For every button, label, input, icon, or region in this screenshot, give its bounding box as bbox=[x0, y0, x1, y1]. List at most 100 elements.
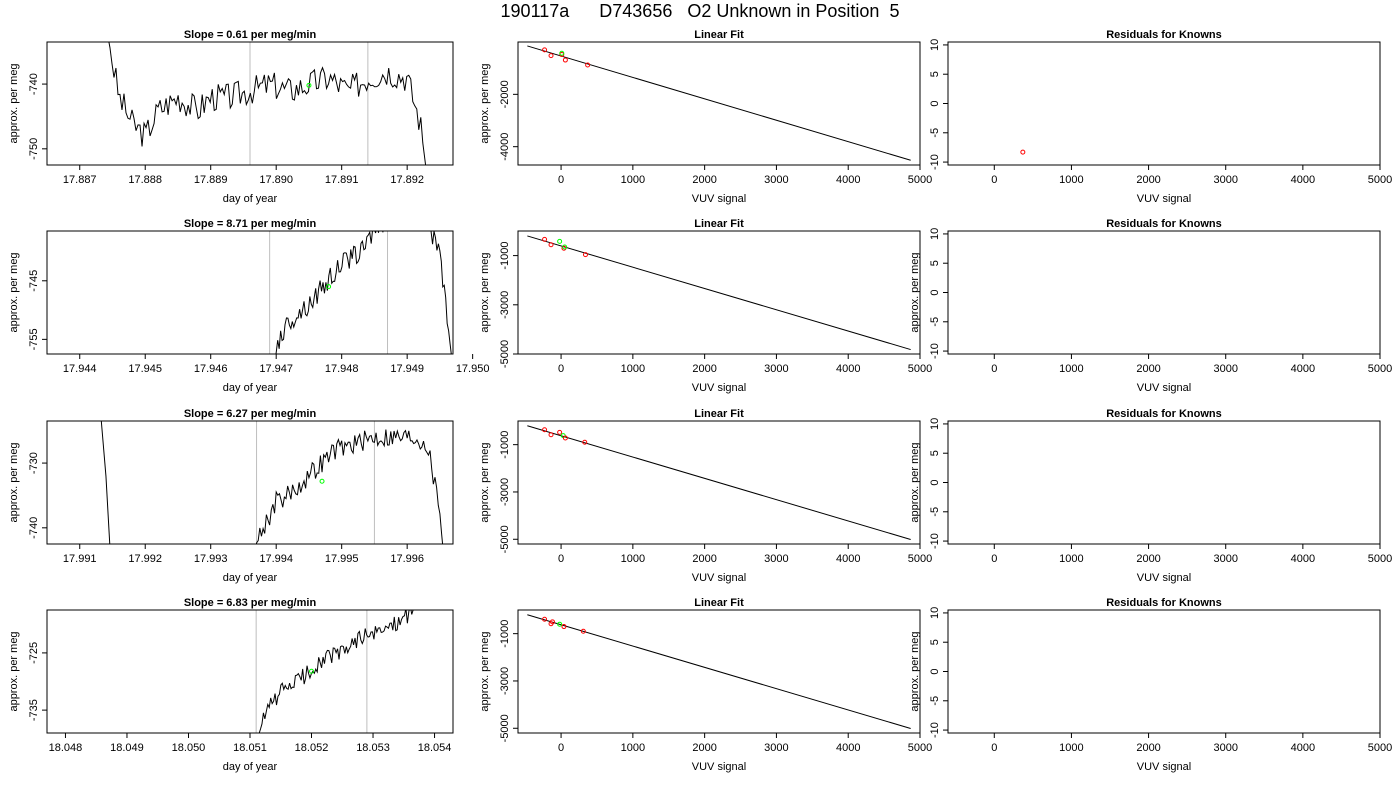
x-axis-label: day of year bbox=[223, 382, 278, 394]
x-tick-label: 0 bbox=[558, 742, 564, 754]
y-tick-label: -3000 bbox=[499, 291, 511, 319]
x-axis-label: VUV signal bbox=[692, 193, 746, 205]
y-tick-label: -5 bbox=[929, 317, 941, 327]
x-axis-label: VUV signal bbox=[1137, 382, 1191, 394]
data-point bbox=[557, 621, 563, 627]
y-tick-label: -3000 bbox=[499, 667, 511, 695]
plot-frame bbox=[517, 420, 921, 545]
x-tick-label: 3000 bbox=[1213, 553, 1237, 565]
data-point bbox=[585, 62, 591, 68]
data-point bbox=[319, 478, 325, 484]
x-tick-label: 18.051 bbox=[233, 742, 267, 754]
fit-line bbox=[527, 614, 911, 729]
y-tick-label: -10 bbox=[929, 533, 941, 549]
data-series-line bbox=[255, 429, 444, 544]
data-point bbox=[582, 439, 588, 445]
x-tick-label: 18.053 bbox=[356, 742, 390, 754]
x-tick-label: 5000 bbox=[908, 363, 932, 375]
panel-title: Slope = 0.61 per meg/min bbox=[184, 29, 317, 41]
x-tick-label: 5000 bbox=[1368, 174, 1392, 186]
panel-title: Residuals for Knowns bbox=[1106, 408, 1222, 420]
x-tick-label: 17.892 bbox=[390, 174, 424, 186]
x-tick-label: 0 bbox=[558, 363, 564, 375]
y-axis-label: approx. per meg bbox=[909, 631, 921, 711]
data-point bbox=[309, 668, 315, 674]
data-series-line bbox=[108, 42, 427, 165]
data-point bbox=[562, 57, 568, 63]
y-tick-label: 0 bbox=[929, 100, 941, 106]
fit-line bbox=[527, 425, 911, 540]
y-tick-label: -750 bbox=[28, 138, 40, 160]
x-tick-label: 5000 bbox=[1368, 742, 1392, 754]
x-tick-label: 18.049 bbox=[110, 742, 144, 754]
x-tick-label: 17.945 bbox=[128, 363, 162, 375]
plot-frame bbox=[46, 230, 454, 355]
y-tick-label: -725 bbox=[28, 642, 40, 664]
x-tick-label: 17.996 bbox=[390, 553, 424, 565]
panel-4-2: Linear Fit 0 1000 2000 3000 4000 5000 -1000 -300… bbox=[479, 597, 932, 773]
x-tick-label: 17.944 bbox=[63, 363, 97, 375]
panel-3-3: Residuals for Knowns 0 1000 2000 3000 4000 500… bbox=[909, 408, 1392, 584]
x-tick-label: 2000 bbox=[1136, 363, 1160, 375]
x-tick-label: 2000 bbox=[1136, 742, 1160, 754]
plot-area bbox=[100, 421, 444, 544]
data-point bbox=[548, 53, 554, 59]
x-tick-label: 1000 bbox=[621, 174, 645, 186]
x-axis-label: VUV signal bbox=[692, 382, 746, 394]
plot-area bbox=[1020, 149, 1026, 155]
x-tick-label: 18.050 bbox=[172, 742, 206, 754]
panel-3-1: Slope = 6.27 per meg/min 17.991 17.992 17.9… bbox=[8, 408, 454, 584]
figure-title: 190117a D743656 O2 Unknown in Position 5 bbox=[500, 1, 900, 21]
panel-2-3: Residuals for Knowns 0 1000 2000 3000 4000 500… bbox=[909, 218, 1392, 394]
y-tick-label: -735 bbox=[28, 699, 40, 721]
data-point bbox=[561, 624, 567, 630]
panel-title: Residuals for Knowns bbox=[1106, 29, 1222, 41]
x-tick-label: 3000 bbox=[1213, 174, 1237, 186]
y-tick-label: -5 bbox=[929, 696, 941, 706]
x-tick-label: 3000 bbox=[764, 553, 788, 565]
x-tick-label: 4000 bbox=[1291, 742, 1315, 754]
data-point bbox=[542, 47, 548, 53]
panel-4-1: Slope = 6.83 per meg/min 18.048 18.049 18.0… bbox=[8, 597, 454, 773]
data-point bbox=[306, 82, 312, 88]
data-point bbox=[559, 50, 565, 56]
x-tick-label: 17.947 bbox=[259, 363, 293, 375]
plot-area bbox=[527, 425, 911, 540]
panel-3-2: Linear Fit 0 1000 2000 3000 4000 5000 -1000 -300… bbox=[479, 408, 932, 584]
x-tick-label: 1000 bbox=[1059, 174, 1083, 186]
plot-frame bbox=[947, 420, 1381, 545]
y-tick-label: 10 bbox=[929, 39, 941, 51]
plot-frame bbox=[517, 230, 921, 355]
x-tick-label: 3000 bbox=[764, 174, 788, 186]
x-tick-label: 0 bbox=[991, 742, 997, 754]
x-tick-label: 17.888 bbox=[128, 174, 162, 186]
y-axis-label: approx. per meg bbox=[479, 252, 491, 332]
x-tick-label: 5000 bbox=[1368, 363, 1392, 375]
plot-frame bbox=[517, 41, 921, 166]
y-tick-label: 5 bbox=[929, 639, 941, 645]
data-point bbox=[548, 242, 554, 248]
y-tick-label: -3000 bbox=[499, 478, 511, 506]
y-tick-label: -5000 bbox=[499, 714, 511, 742]
y-axis-label: approx. per meg bbox=[8, 631, 20, 711]
x-tick-label: 5000 bbox=[908, 174, 932, 186]
x-axis-label: VUV signal bbox=[692, 572, 746, 584]
data-point bbox=[557, 429, 563, 435]
panel-title: Slope = 6.83 per meg/min bbox=[184, 597, 317, 609]
plot-frame bbox=[947, 609, 1381, 734]
x-axis-label: day of year bbox=[223, 193, 278, 205]
y-axis-label: approx. per meg bbox=[479, 442, 491, 522]
x-tick-label: 1000 bbox=[621, 363, 645, 375]
y-tick-label: -10 bbox=[929, 154, 941, 170]
y-tick-label: 5 bbox=[929, 71, 941, 77]
data-point bbox=[549, 619, 555, 625]
x-tick-label: 17.889 bbox=[194, 174, 228, 186]
panel-title: Residuals for Knowns bbox=[1106, 597, 1222, 609]
x-tick-label: 17.948 bbox=[325, 363, 359, 375]
data-point bbox=[326, 284, 332, 290]
plot-frame bbox=[46, 420, 454, 545]
x-tick-label: 4000 bbox=[1291, 553, 1315, 565]
y-tick-label: -1000 bbox=[499, 431, 511, 459]
data-point bbox=[562, 244, 568, 250]
